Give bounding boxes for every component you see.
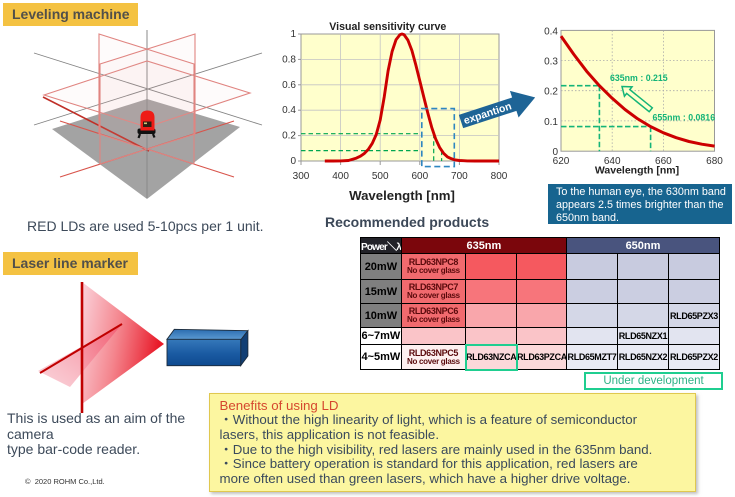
svg-text:0.6: 0.6 [282, 80, 296, 91]
svg-text:0.1: 0.1 [544, 117, 558, 128]
svg-text:0.4: 0.4 [282, 105, 296, 116]
svg-text:680: 680 [706, 156, 723, 167]
svg-text:0.4: 0.4 [544, 26, 558, 37]
svg-text:800: 800 [491, 171, 508, 182]
svg-text:400: 400 [332, 171, 349, 182]
svg-text:0.3: 0.3 [544, 57, 558, 68]
svg-text:0: 0 [552, 147, 558, 158]
svg-text:0.2: 0.2 [544, 87, 558, 98]
svg-text:500: 500 [372, 171, 389, 182]
svg-text:640: 640 [604, 156, 621, 167]
svg-text:Wavelength [nm]: Wavelength [nm] [349, 188, 455, 203]
svg-text:0: 0 [290, 156, 296, 167]
svg-text:620: 620 [553, 156, 570, 167]
svg-text:Visual sensitivity curve: Visual sensitivity curve [329, 21, 446, 33]
svg-text:700: 700 [451, 171, 468, 182]
svg-text:Wavelength [nm]: Wavelength [nm] [595, 165, 679, 177]
svg-text:1: 1 [290, 29, 296, 40]
svg-text:0.8: 0.8 [282, 54, 296, 65]
svg-text:660: 660 [655, 156, 672, 167]
svg-text:655nm : 0.0816: 655nm : 0.0816 [653, 113, 716, 123]
svg-text:635nm : 0.215: 635nm : 0.215 [610, 73, 668, 83]
svg-text:600: 600 [411, 171, 428, 182]
svg-text:300: 300 [293, 171, 310, 182]
svg-text:0.2: 0.2 [282, 131, 296, 142]
